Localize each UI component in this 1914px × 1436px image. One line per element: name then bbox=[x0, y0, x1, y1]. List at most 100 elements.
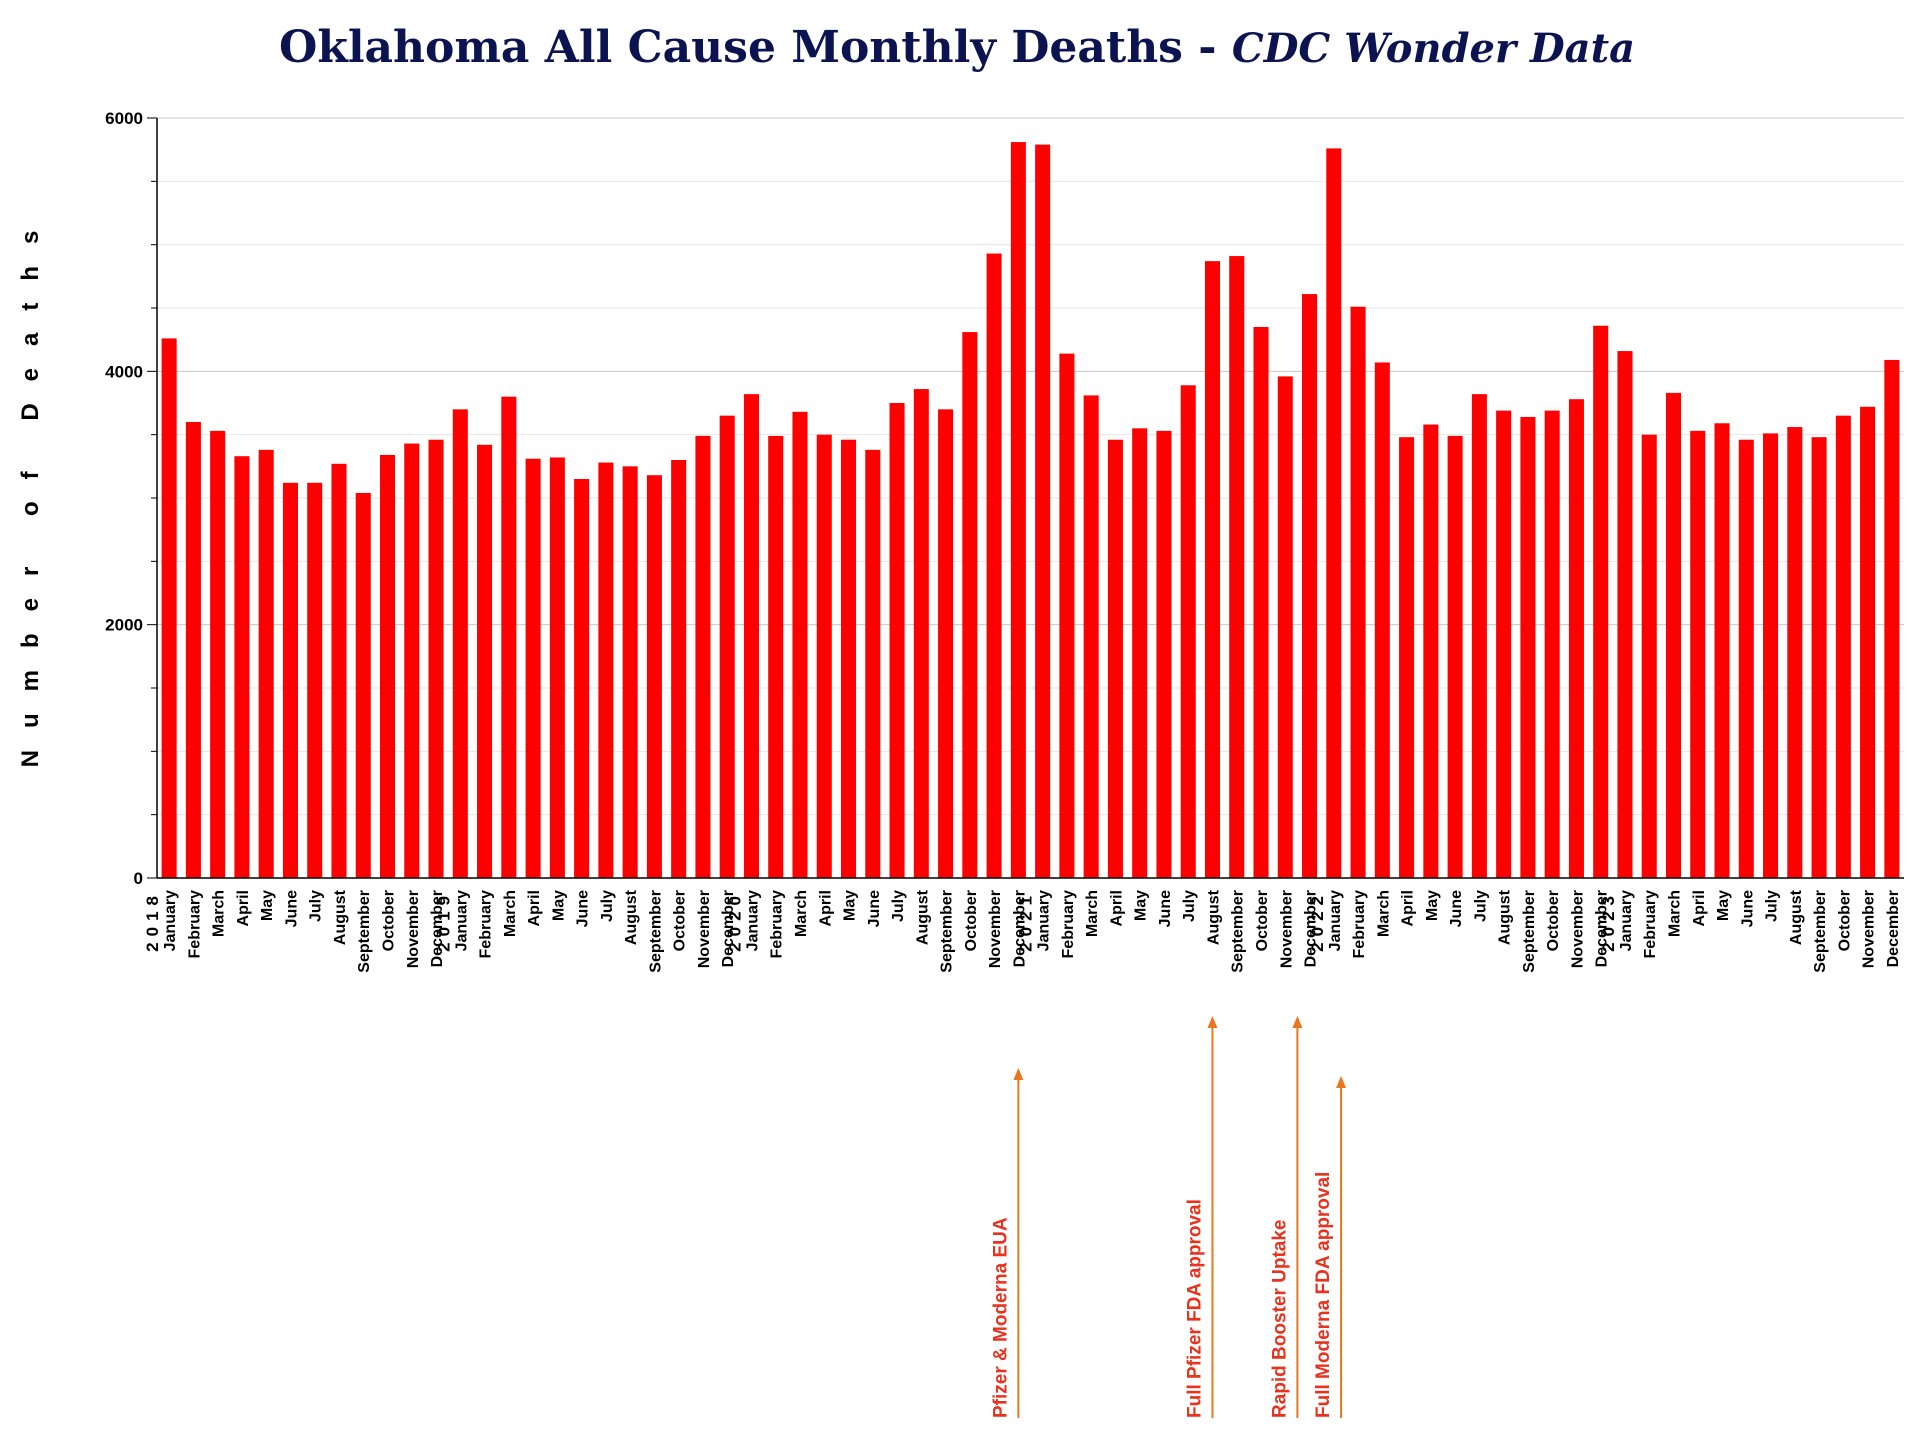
gridlines bbox=[157, 117, 1904, 816]
x-tick-label: June bbox=[283, 890, 300, 927]
axes bbox=[147, 117, 1904, 879]
x-tick-label: January bbox=[744, 890, 761, 951]
bar bbox=[355, 492, 371, 878]
x-tick-label: June bbox=[1448, 890, 1465, 927]
annotations: Pfizer & Moderna EUA Full Pfizer FDA appr… bbox=[990, 1016, 1347, 1418]
bar bbox=[1617, 351, 1633, 879]
x-tick-label: October bbox=[381, 890, 398, 951]
bar bbox=[574, 479, 590, 878]
x-tick-label: February bbox=[1351, 890, 1368, 959]
bar bbox=[695, 435, 711, 878]
x-tick-label: September bbox=[647, 890, 664, 973]
annotation-label: Rapid Booster Uptake bbox=[1269, 1220, 1290, 1418]
x-tick-label: May bbox=[842, 890, 859, 921]
bar bbox=[161, 338, 177, 878]
year-label: 2021 bbox=[1017, 890, 1036, 952]
bar bbox=[307, 482, 323, 878]
bar bbox=[452, 409, 468, 878]
bar bbox=[1835, 415, 1851, 878]
y-tick-label: 0 bbox=[134, 869, 143, 888]
bar bbox=[1204, 261, 1221, 879]
x-tick-label: July bbox=[1181, 890, 1198, 922]
x-tick-label: January bbox=[1327, 890, 1344, 951]
x-tick-label: September bbox=[356, 890, 373, 973]
bar bbox=[1302, 294, 1318, 879]
x-tick-label: July bbox=[890, 890, 907, 922]
x-tick-label: May bbox=[259, 890, 276, 921]
bar bbox=[282, 482, 298, 878]
bar bbox=[1787, 427, 1803, 878]
x-tick-label: April bbox=[1400, 890, 1417, 926]
y-tick-label: 4000 bbox=[105, 362, 143, 381]
year-label: 2019 bbox=[434, 890, 453, 952]
annotation-label: Full Moderna FDA approval bbox=[1313, 1172, 1334, 1418]
bar bbox=[404, 443, 420, 878]
x-tick-label: August bbox=[1497, 889, 1514, 945]
bar bbox=[258, 449, 274, 878]
bar bbox=[1326, 148, 1342, 878]
x-tick-label: July bbox=[1764, 890, 1781, 922]
annotation-arrow-head bbox=[1292, 1016, 1303, 1028]
bar bbox=[1884, 359, 1900, 878]
annotation-label: Pfizer & Moderna EUA bbox=[990, 1217, 1011, 1418]
bar bbox=[1180, 385, 1196, 878]
x-tick-label: August bbox=[623, 889, 640, 945]
x-tick-label: February bbox=[478, 890, 495, 959]
bar bbox=[1156, 430, 1172, 878]
x-tick-label: March bbox=[211, 890, 228, 937]
bar bbox=[865, 449, 881, 878]
chart-title: Oklahoma All Cause Monthly Deaths - CDC … bbox=[279, 22, 1635, 73]
x-tick-label: June bbox=[575, 890, 592, 927]
bar bbox=[962, 332, 978, 879]
bar bbox=[1738, 439, 1754, 878]
bar bbox=[792, 411, 808, 878]
bar bbox=[1107, 439, 1123, 878]
bar bbox=[210, 430, 226, 878]
x-tick-label: June bbox=[1739, 890, 1756, 927]
bar bbox=[816, 434, 832, 878]
bar bbox=[1059, 353, 1075, 879]
x-tick-label: March bbox=[502, 890, 519, 937]
bar bbox=[889, 403, 905, 878]
bar bbox=[1568, 399, 1584, 878]
bar bbox=[234, 456, 250, 878]
x-tick-label: December bbox=[429, 890, 446, 967]
x-tick-label: September bbox=[939, 890, 956, 973]
bar bbox=[1083, 395, 1099, 878]
x-tick-label: May bbox=[1424, 890, 1441, 921]
x-tick-label: July bbox=[308, 890, 325, 922]
x-tick-label: February bbox=[1642, 890, 1659, 959]
bar bbox=[1350, 306, 1366, 878]
x-tick-label: April bbox=[235, 890, 252, 926]
x-tick-label: December bbox=[1594, 890, 1611, 967]
bar bbox=[1229, 256, 1245, 879]
x-tick-label: September bbox=[1521, 890, 1538, 973]
bar bbox=[549, 457, 565, 878]
x-tick-label: March bbox=[1084, 890, 1101, 937]
x-tick-label: April bbox=[526, 890, 543, 926]
x-tick-label: November bbox=[1861, 890, 1878, 968]
x-tick-label: October bbox=[963, 890, 980, 951]
x-tick-label: February bbox=[769, 890, 786, 959]
annotation-arrow-head bbox=[1013, 1068, 1024, 1080]
x-tick-label: March bbox=[1666, 890, 1683, 937]
x-tick-label: January bbox=[453, 890, 470, 951]
chart-subtitle: CDC Wonder Data bbox=[1232, 25, 1635, 72]
bar bbox=[1641, 434, 1657, 878]
x-tick-label: December bbox=[1885, 890, 1902, 967]
x-tick-label: January bbox=[1036, 890, 1053, 951]
x-tick-label: July bbox=[599, 890, 616, 922]
x-tick-label: August bbox=[914, 889, 931, 945]
bar bbox=[743, 394, 759, 878]
bar bbox=[768, 435, 784, 878]
x-tick-label: October bbox=[1545, 890, 1562, 951]
x-tick-label: October bbox=[1254, 890, 1271, 951]
bar bbox=[185, 422, 201, 878]
x-tick-label: February bbox=[186, 890, 203, 959]
bar bbox=[1277, 376, 1293, 878]
y-ticks: 0 2000 4000 6000 bbox=[105, 109, 143, 888]
y-tick-label: 6000 bbox=[105, 109, 143, 128]
bars bbox=[161, 142, 1900, 879]
bar bbox=[501, 396, 517, 878]
